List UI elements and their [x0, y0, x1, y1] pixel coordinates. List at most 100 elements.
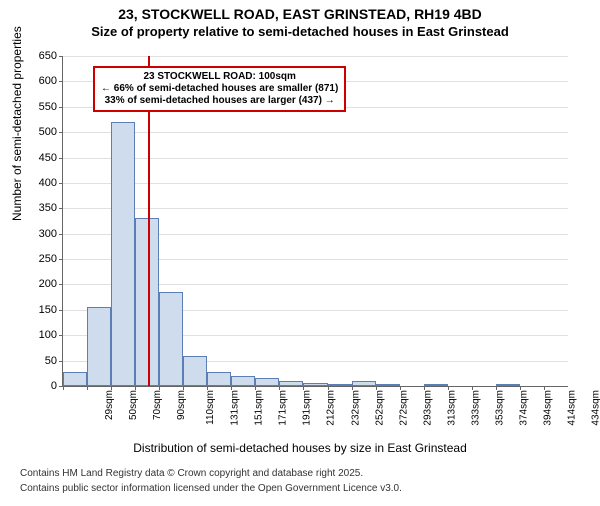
y-tick-mark — [59, 81, 63, 82]
gridline — [63, 132, 568, 133]
y-tick-label: 50 — [45, 355, 57, 367]
y-tick-mark — [59, 107, 63, 108]
histogram-bar — [352, 381, 376, 386]
x-tick-mark — [424, 386, 425, 390]
chart-title-sub: Size of property relative to semi-detach… — [0, 24, 600, 39]
histogram-bar — [328, 384, 352, 386]
histogram-bar — [135, 218, 159, 386]
histogram-bar — [111, 122, 135, 386]
x-tick-mark — [303, 386, 304, 390]
y-tick-mark — [59, 361, 63, 362]
x-tick-label: 151sqm — [254, 390, 265, 426]
x-tick-mark — [279, 386, 280, 390]
footer-copyright-2: Contains public sector information licen… — [20, 483, 402, 494]
x-tick-label: 414sqm — [567, 390, 578, 426]
histogram-bar — [424, 384, 448, 386]
histogram-bar — [496, 384, 520, 386]
annotation-line: ← 66% of semi-detached houses are smalle… — [101, 83, 338, 95]
x-tick-label: 90sqm — [176, 390, 187, 420]
y-tick-mark — [59, 234, 63, 235]
x-tick-mark — [183, 386, 184, 390]
x-tick-label: 434sqm — [591, 390, 600, 426]
histogram-bar — [63, 372, 87, 386]
property-annotation: 23 STOCKWELL ROAD: 100sqm← 66% of semi-d… — [93, 66, 346, 112]
y-tick-label: 150 — [39, 304, 57, 316]
histogram-bar — [255, 378, 279, 386]
x-tick-label: 252sqm — [374, 390, 385, 426]
y-tick-label: 0 — [51, 380, 57, 392]
y-tick-label: 200 — [39, 278, 57, 290]
x-tick-mark — [400, 386, 401, 390]
x-tick-label: 171sqm — [278, 390, 289, 426]
y-tick-mark — [59, 310, 63, 311]
y-tick-label: 550 — [39, 101, 57, 113]
annotation-line: 23 STOCKWELL ROAD: 100sqm — [101, 71, 338, 83]
histogram-bar — [231, 376, 255, 386]
x-tick-label: 50sqm — [128, 390, 139, 420]
x-tick-mark — [231, 386, 232, 390]
x-tick-mark — [352, 386, 353, 390]
y-tick-mark — [59, 56, 63, 57]
y-tick-label: 400 — [39, 177, 57, 189]
x-tick-mark — [328, 386, 329, 390]
x-tick-mark — [111, 386, 112, 390]
x-tick-label: 394sqm — [542, 390, 553, 426]
y-tick-label: 500 — [39, 126, 57, 138]
x-tick-mark — [63, 386, 64, 390]
x-tick-label: 29sqm — [104, 390, 115, 420]
x-tick-label: 70sqm — [152, 390, 163, 420]
x-tick-mark — [135, 386, 136, 390]
x-tick-mark — [376, 386, 377, 390]
x-tick-label: 272sqm — [398, 390, 409, 426]
histogram-bar — [303, 383, 327, 386]
y-tick-label: 450 — [39, 152, 57, 164]
y-tick-mark — [59, 183, 63, 184]
y-tick-label: 100 — [39, 329, 57, 341]
annotation-line: 33% of semi-detached houses are larger (… — [101, 95, 338, 107]
x-tick-label: 374sqm — [518, 390, 529, 426]
y-tick-mark — [59, 335, 63, 336]
y-tick-mark — [59, 259, 63, 260]
x-tick-mark — [448, 386, 449, 390]
histogram-bar — [183, 356, 207, 386]
x-tick-mark — [159, 386, 160, 390]
x-tick-label: 131sqm — [230, 390, 241, 426]
x-tick-label: 333sqm — [470, 390, 481, 426]
x-tick-label: 232sqm — [350, 390, 361, 426]
y-tick-label: 650 — [39, 50, 57, 62]
footer-copyright-1: Contains HM Land Registry data © Crown c… — [20, 468, 363, 479]
x-tick-label: 313sqm — [446, 390, 457, 426]
histogram-chart: 0501001502002503003504004505005506006502… — [62, 56, 568, 387]
y-tick-label: 600 — [39, 75, 57, 87]
y-axis-label: Number of semi-detached properties — [10, 26, 24, 221]
histogram-bar — [376, 384, 400, 386]
chart-title-main: 23, STOCKWELL ROAD, EAST GRINSTEAD, RH19… — [0, 6, 600, 22]
x-tick-label: 293sqm — [422, 390, 433, 426]
y-tick-mark — [59, 158, 63, 159]
gridline — [63, 158, 568, 159]
x-tick-mark — [544, 386, 545, 390]
histogram-bar — [159, 292, 183, 386]
x-tick-label: 353sqm — [494, 390, 505, 426]
y-tick-mark — [59, 208, 63, 209]
y-tick-mark — [59, 132, 63, 133]
y-tick-label: 350 — [39, 202, 57, 214]
x-tick-label: 191sqm — [302, 390, 313, 426]
x-tick-mark — [207, 386, 208, 390]
x-tick-label: 212sqm — [326, 390, 337, 426]
gridline — [63, 183, 568, 184]
x-tick-mark — [255, 386, 256, 390]
x-tick-mark — [520, 386, 521, 390]
x-axis-label: Distribution of semi-detached houses by … — [0, 441, 600, 455]
histogram-bar — [279, 381, 303, 386]
y-tick-mark — [59, 284, 63, 285]
x-tick-mark — [87, 386, 88, 390]
gridline — [63, 208, 568, 209]
gridline — [63, 56, 568, 57]
x-tick-mark — [472, 386, 473, 390]
x-tick-mark — [496, 386, 497, 390]
y-tick-label: 250 — [39, 253, 57, 265]
histogram-bar — [207, 372, 231, 386]
y-tick-label: 300 — [39, 228, 57, 240]
x-tick-label: 110sqm — [205, 390, 216, 425]
